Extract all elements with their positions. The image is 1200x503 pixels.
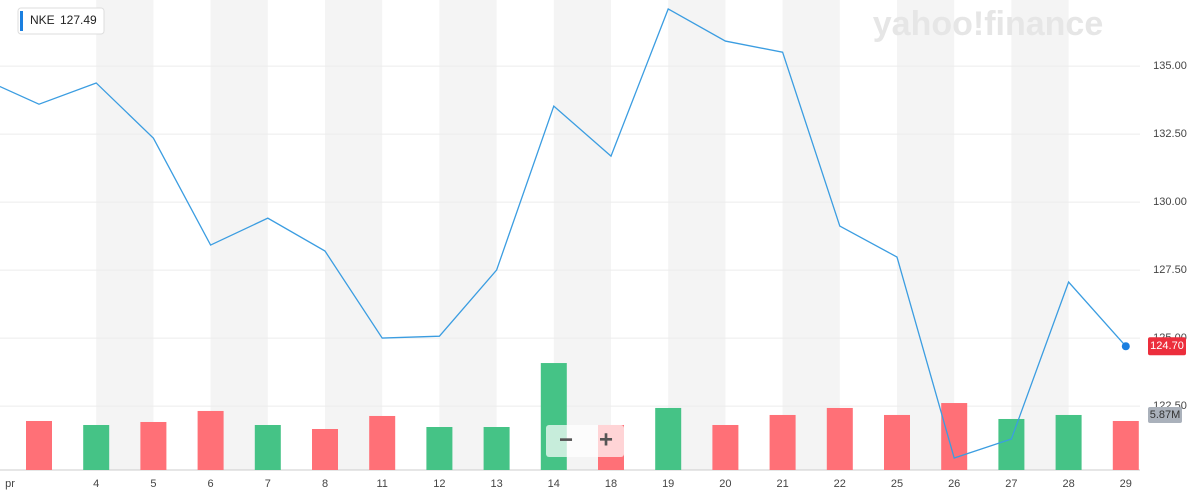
x-tick-label: 18 (605, 478, 617, 490)
stripe (897, 0, 955, 470)
x-tick-label: 28 (1062, 478, 1074, 490)
volume-label: 5.87M (1150, 409, 1181, 421)
volume-bar (312, 429, 338, 470)
price-label-box (1148, 337, 1186, 356)
legend-quote: 127.49 (60, 13, 97, 27)
x-tick-label: 4 (93, 478, 99, 490)
y-tick-label: 127.50 (1153, 264, 1187, 276)
x-tick-label: 27 (1005, 478, 1017, 490)
x-tick-label: 29 (1120, 478, 1132, 490)
volume-label-box (1148, 406, 1182, 423)
x-tick-label: 13 (490, 478, 502, 490)
price-line (0, 8, 1127, 459)
volume-bar (884, 414, 910, 470)
x-tick-label: pr (5, 478, 15, 490)
x-tick-label: 14 (548, 478, 560, 490)
y-tick-label: 132.50 (1153, 128, 1187, 140)
zoom-controls: − + (546, 425, 624, 457)
zoom-panel (546, 425, 624, 457)
volume-bar (1112, 420, 1139, 470)
volume-bar (712, 424, 739, 470)
x-tick-label: 8 (322, 478, 328, 490)
x-tick-label: 26 (948, 478, 960, 490)
volume-bar (826, 407, 853, 470)
volume-bar (26, 420, 52, 470)
stripe (96, 0, 154, 470)
watermark: yahoo!finance (873, 5, 1103, 43)
x-tick-label: 21 (776, 478, 788, 490)
background (0, 0, 1140, 471)
legend-box (17, 7, 105, 35)
last-point (1121, 342, 1130, 351)
stripe (668, 0, 726, 470)
x-tick-label: 25 (891, 478, 903, 490)
legend: NKE 127.49 (17, 7, 105, 35)
x-tick-label: 12 (433, 478, 445, 490)
stripe (1011, 0, 1069, 470)
volume-bar (83, 424, 110, 470)
zoom-out[interactable]: − (559, 426, 573, 453)
y-tick-label: 135.00 (1153, 60, 1187, 72)
stripe (210, 0, 268, 470)
zoom-in[interactable]: + (599, 426, 613, 453)
x-tick-label: 11 (376, 478, 387, 490)
price-label: 124.70 (1150, 340, 1184, 352)
volume-bar (140, 421, 167, 470)
volume-bar (197, 410, 224, 470)
volume-bar (1055, 414, 1082, 470)
x-tick-label: 5 (150, 478, 156, 490)
volume-bar (483, 426, 510, 470)
volume-bar (998, 418, 1025, 470)
x-tick-label: 19 (662, 478, 674, 490)
legend-symbol: NKE (30, 13, 55, 27)
volume-bar (426, 426, 453, 470)
stripe (782, 0, 840, 470)
legend-swatch (20, 11, 23, 31)
x-tick-label: 7 (265, 478, 271, 490)
volume-bar (941, 403, 968, 470)
volume-bar (369, 415, 396, 470)
x-tick-label: 22 (834, 478, 846, 490)
volume-bar (769, 414, 796, 470)
stripe (325, 0, 383, 470)
volume-bar (254, 424, 281, 470)
x-tick-label: 6 (208, 478, 214, 490)
x-tick-label: 20 (719, 478, 731, 490)
volume-bar (655, 407, 682, 470)
stripe (439, 0, 497, 470)
y-tick-label: 130.00 (1153, 196, 1187, 208)
